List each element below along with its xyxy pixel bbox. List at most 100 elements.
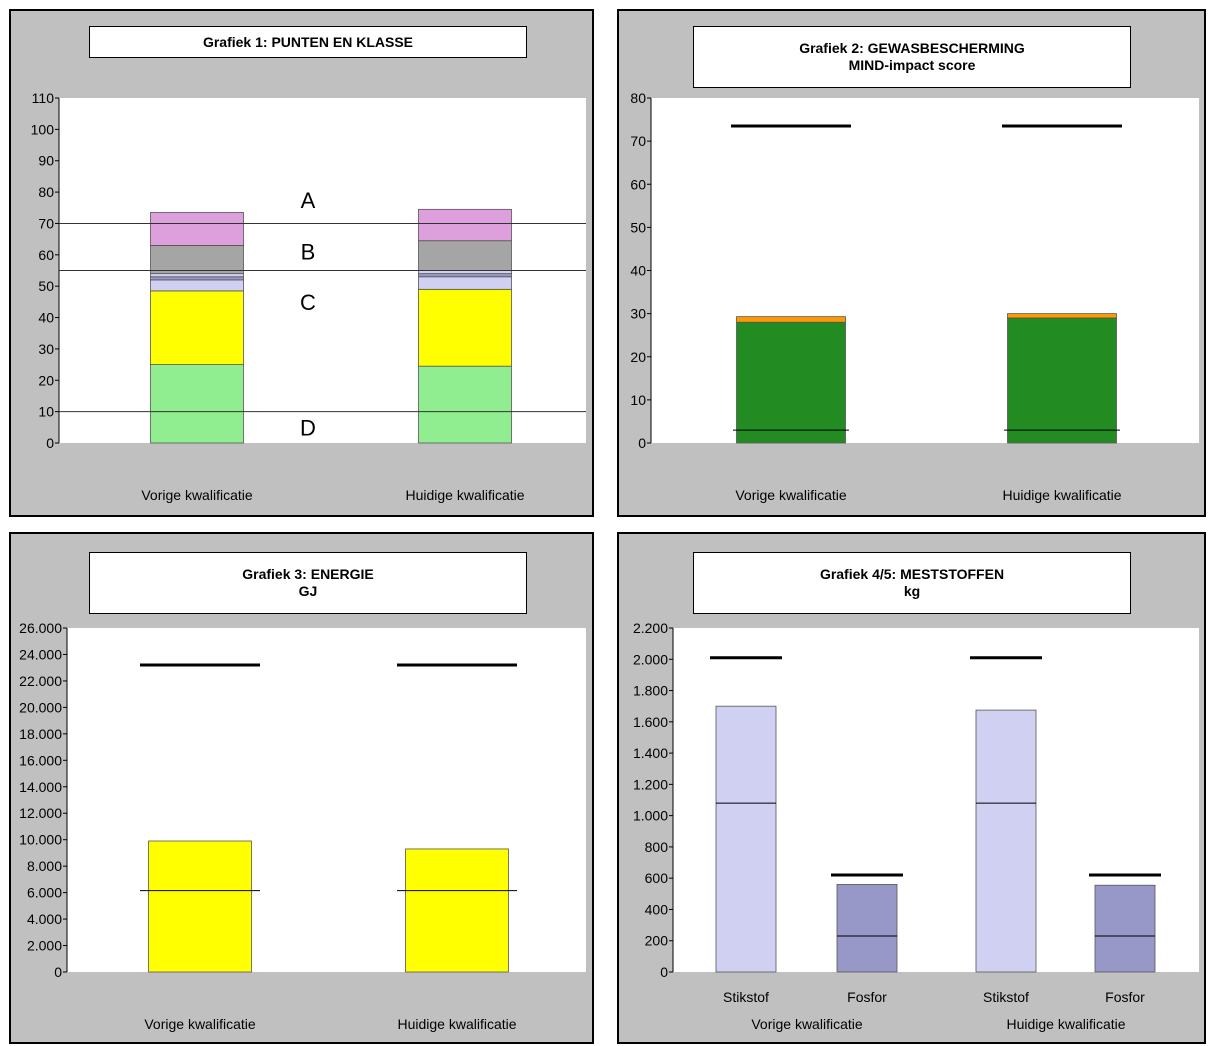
bar	[836, 884, 898, 973]
x-category-label: Huidige kwalificatie	[397, 1016, 516, 1032]
class-label: C	[300, 290, 316, 315]
y-tick-label: 1.200	[633, 776, 668, 792]
chart-title-box: Grafiek 2: GEWASBESCHERMING MIND-impact …	[693, 26, 1131, 88]
y-tick-label: 60	[630, 176, 646, 192]
bar	[405, 848, 509, 973]
y-tick-label: 0	[46, 435, 54, 451]
y-tick-label: 26.000	[19, 620, 62, 636]
y-tick-label: 600	[645, 870, 669, 886]
y-tick-label: 22.000	[19, 673, 62, 689]
y-tick-label: 14.000	[19, 779, 62, 795]
bar-segment	[150, 364, 244, 444]
y-tick-label: 20	[38, 372, 54, 388]
y-tick-label: 16.000	[19, 752, 62, 768]
y-tick-label: 20	[630, 349, 646, 365]
y-tick-label: 18.000	[19, 726, 62, 742]
x-category-label: Huidige kwalificatie	[1002, 487, 1121, 503]
bar-segment	[1007, 313, 1117, 319]
bar	[975, 709, 1037, 973]
y-tick-label: 400	[645, 901, 669, 917]
x-subcategory-label: Stikstof	[723, 989, 769, 1005]
y-tick-label: 70	[630, 133, 646, 149]
bar	[148, 840, 252, 973]
y-tick-label: 0	[660, 964, 668, 980]
y-tick-label: 8.000	[27, 858, 62, 874]
bar-segment	[150, 212, 244, 246]
x-subcategory-label: Fosfor	[847, 989, 887, 1005]
bar-segment	[418, 208, 512, 242]
y-tick-label: 6.000	[27, 885, 62, 901]
y-tick-label: 20.000	[19, 699, 62, 715]
bar-segment	[418, 240, 512, 271]
bar-segment	[418, 365, 512, 444]
chart-subtitle: GJ	[298, 583, 318, 599]
y-tick-label: 10	[630, 392, 646, 408]
chart-3-svg: 0 2.000 4.000 6.000 8.000 10.000 12.000 14.000 1…	[19, 620, 586, 1032]
chart-subtitle: MIND-impact score	[848, 57, 976, 73]
bar-segment	[418, 288, 512, 367]
y-tick-label: 2.200	[633, 620, 668, 636]
y-tick-label: 10.000	[19, 832, 62, 848]
bar-segment	[418, 276, 512, 290]
y-tick-label: 30	[38, 341, 54, 357]
y-tick-label: 60	[38, 247, 54, 263]
chart-title-box: Grafiek 1: PUNTEN EN KLASSE	[89, 26, 527, 58]
y-tick-label: 10	[38, 404, 54, 420]
y-tick-label: 0	[638, 435, 646, 451]
y-tick-label: 30	[630, 306, 646, 322]
class-label: A	[301, 188, 316, 213]
y-tick-label: 200	[645, 933, 669, 949]
y-tick-label: 80	[630, 90, 646, 106]
y-tick-label: 800	[645, 839, 669, 855]
chart-1-svg: 0 10 20 30 40 50 60 70 80 90 100 110 A B D C Vorige kwal…	[31, 90, 586, 503]
chart-title: Grafiek 3: ENERGIE	[242, 566, 374, 582]
y-tick-label: 2.000	[633, 651, 668, 667]
x-category-label: Vorige kwalificatie	[735, 487, 846, 503]
x-category-label: Vorige kwalificatie	[751, 1016, 862, 1032]
x-subcategory-label: Fosfor	[1105, 989, 1145, 1005]
y-tick-label: 80	[38, 184, 54, 200]
y-tick-label: 1.400	[633, 745, 668, 761]
bar-segment	[150, 279, 244, 292]
y-tick-label: 4.000	[27, 911, 62, 927]
y-tick-label: 50	[630, 219, 646, 235]
y-tick-label: 1.600	[633, 714, 668, 730]
y-tick-label: 50	[38, 278, 54, 294]
chart-subtitle: kg	[903, 583, 921, 599]
y-tick-label: 40	[630, 263, 646, 279]
x-category-label: Vorige kwalificatie	[144, 1016, 255, 1032]
class-label: B	[301, 240, 316, 265]
chart-panel-2: Grafiek 2: GEWASBESCHERMING MIND-impact …	[617, 9, 1206, 517]
chart-title: Grafiek 4/5: MESTSTOFFEN	[819, 566, 1005, 582]
y-tick-label: 12.000	[19, 805, 62, 821]
chart-title-box: Grafiek 3: ENERGIE GJ	[89, 552, 527, 614]
x-category-label: Huidige kwalificatie	[1006, 1016, 1125, 1032]
chart-title-box: Grafiek 4/5: MESTSTOFFEN kg	[693, 552, 1131, 614]
x-category-label: Vorige kwalificatie	[141, 487, 252, 503]
chart-panel-3: Grafiek 3: ENERGIE GJ 0 2.000 4.000 6.000 8.…	[9, 532, 594, 1044]
chart-title: Grafiek 1: PUNTEN EN KLASSE	[202, 33, 414, 50]
y-tick-label: 2.000	[27, 938, 62, 954]
bar-segment	[1007, 317, 1117, 444]
y-tick-label: 70	[38, 215, 54, 231]
y-tick-label: 0	[54, 964, 62, 980]
bar-segment	[150, 273, 244, 278]
chart-4-svg: 0 200 400 600 800 1.000 1.200 1.400 1.600 1.800 2.…	[633, 620, 1199, 1032]
bar-segment	[736, 316, 846, 323]
y-tick-label: 90	[38, 153, 54, 169]
bar-segment	[736, 321, 846, 444]
bar	[715, 705, 777, 973]
chart-2-svg: 0 10 20 30 40 50 60 70 80 Vorige kwalificatie Huid…	[630, 90, 1199, 503]
y-tick-label: 1.000	[633, 808, 668, 824]
y-tick-label: 40	[38, 310, 54, 326]
y-tick-label: 24.000	[19, 646, 62, 662]
y-tick-label: 100	[31, 121, 55, 137]
bar	[1094, 884, 1156, 973]
y-tick-label: 110	[32, 90, 55, 106]
bar-segment	[150, 276, 244, 281]
chart-panel-1: Grafiek 1: PUNTEN EN KLASSE 0 10 20 30 40 50 6…	[9, 9, 594, 517]
y-tick-label: 1.800	[633, 683, 668, 699]
bar-segment	[150, 290, 244, 365]
chart-title: Grafiek 2: GEWASBESCHERMING	[799, 40, 1025, 56]
bar-segment	[418, 273, 512, 278]
